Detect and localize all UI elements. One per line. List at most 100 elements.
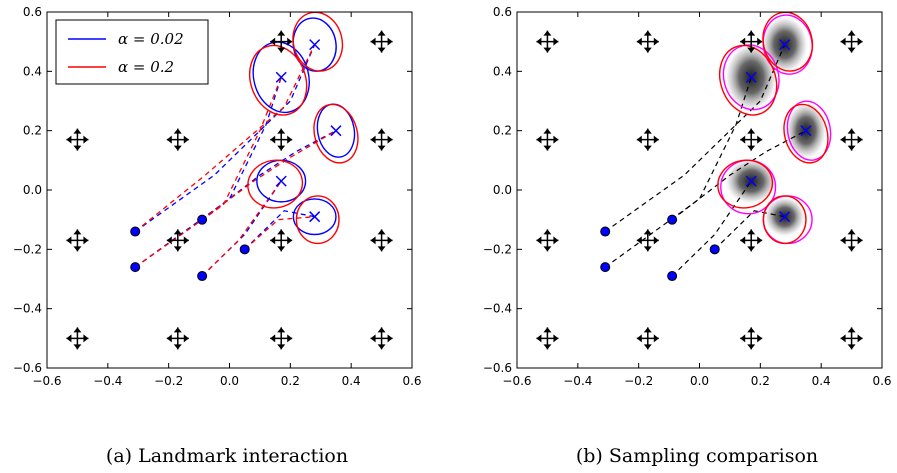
panel-a-landmark-4-heads [66,128,89,151]
panel-b-plot: −0.6 −0.4 −0.2 0.0 0.2 0.4 0.6 −0.6 −0.4 −0.2 0.0 0… [483,5,892,388]
panel-b-landmark-14 [740,327,763,350]
panel-b-landmark-3 [840,30,863,53]
panel-a-legend-label-0: α = 0.02 [118,30,184,48]
panel-b-ellipse-s1-1 [762,12,814,72]
panel-a-landmark-5-heads [166,128,189,151]
panel-b-initial-point-1 [600,262,611,273]
panel-b-target-1 [779,39,791,51]
panel-b-landmark-11-heads [840,229,863,252]
panel-b-landmark-10 [740,229,763,252]
panel-a-initial-point-2 [197,214,208,225]
panel-b-target-3 [745,175,757,187]
panel-b-xtick-label-4: 0.2 [751,374,770,388]
panel-a-landmark-13-heads [166,327,189,350]
panel-b-caption: (b) Sampling comparison [576,445,818,467]
panel-b-ellipse-s0-2 [786,100,832,161]
panel-b-xtick-label-3: 0.0 [690,374,709,388]
panel-a-initial-point-1 [130,262,141,273]
panel-a-landmark-3 [370,30,393,53]
panel-a-ytick-label-6: 0.6 [23,5,42,19]
panel-b-landmark-7 [840,128,863,151]
panel-a-xtick-label-3: 0.0 [220,374,239,388]
panel-b-landmark-2 [740,30,763,53]
panel-a-landmark-2 [270,30,293,53]
panel-b-xtick-label-2: −0.2 [624,374,653,388]
panel-a-ellipse-s1-3 [247,159,304,209]
panel-a-xtick-label-2: −0.2 [154,374,183,388]
panel-b-xtick-label-5: 0.4 [812,374,831,388]
panel-b-ytick-label-3: 0.0 [493,183,512,197]
panel-a-ytick-label-4: 0.2 [23,124,42,138]
panel-b-initial-point-2 [667,214,678,225]
panel-a-landmark-13 [166,327,189,350]
panel-a-initial-point-3 [239,244,250,255]
panel-a-target-3 [275,175,287,187]
panel-b-ellipse-s1-4 [762,195,807,245]
panel-b-landmark-11 [840,229,863,252]
panel-b-path-3 [714,210,785,250]
panel-a-path-s1-2 [201,130,337,221]
panel-b-landmark-1-heads [636,30,659,53]
panel-a-landmark-6 [270,128,293,151]
panel-b-target-4 [779,211,791,223]
panel-b-plot-area [536,12,863,350]
panel-b-ytick-label-2: −0.2 [483,242,512,256]
panel-b-landmark-12 [536,327,559,350]
panel-a-landmark-6-heads [270,128,293,151]
panel-b-xtick-label-1: −0.4 [563,374,592,388]
panel-a-target-1 [309,39,321,51]
panel-a-caption: (a) Landmark interaction [106,445,348,467]
panel-a-landmark-11-heads [370,229,393,252]
panel-a-ellipse-s1-2 [313,103,359,164]
panel-b-path-1 [604,77,752,268]
panel-b-xtick-label-6: 0.6 [872,374,891,388]
panel-a-ellipse-s1-4 [295,195,340,245]
panel-b-landmark-5 [636,128,659,151]
panel-a-legend-box [55,19,209,85]
panel-a-landmark-7-heads [370,128,393,151]
panel-b-ytick-label-0: −0.6 [483,361,512,375]
panel-a-ytick-label-2: −0.2 [13,242,42,256]
panel-a-landmark-15 [370,327,393,350]
panel-a-path-s0-2 [201,130,337,221]
panel-b-landmark-0-heads [536,30,559,53]
panel-a-landmark-9-heads [166,229,189,252]
panel-b-landmark-4-heads [536,128,559,151]
panel-a-xtick-label-6: 0.6 [402,374,421,388]
panel-b: −0.6 −0.4 −0.2 0.0 0.2 0.4 0.6 −0.6 −0.4 −0.2 0.0 0… [483,5,892,467]
panel-a-landmark-10 [270,229,293,252]
panel-a-ellipse-s0-4 [292,198,337,236]
panel-b-initial-point-4 [667,271,678,282]
panel-a-xtick-label-5: 0.4 [342,374,361,388]
panel-a-target-4 [309,211,321,223]
panel-a-path-s0-4 [201,180,282,277]
panel-a-path-s1-1 [134,77,282,268]
panel-b-landmark-0 [536,30,559,53]
panel-b-landmark-9 [636,229,659,252]
panel-b-landmark-5-heads [636,128,659,151]
panel-a-target-0 [275,71,287,83]
panel-a-ellipse-s1-0 [249,44,308,116]
panel-a-path-s1-0 [134,44,316,233]
panel-a-landmark-12-heads [66,327,89,350]
panel-a-path-s0-1 [134,77,282,268]
panel-a-landmark-2-heads [270,30,293,53]
panel-b-landmark-6-heads [740,128,763,151]
panel-a-landmark-14 [270,327,293,350]
panel-a-landmark-9 [166,229,189,252]
panel-b-ytick-label-6: 0.6 [493,5,512,19]
panel-a-landmark-3-heads [370,30,393,53]
panel-b-landmark-6 [740,128,763,151]
panel-a-ytick-label-3: 0.0 [23,183,42,197]
panel-b-ytick-label-4: 0.2 [493,124,512,138]
panel-b-path-0 [604,44,786,233]
panel-b-initial-point-0 [600,226,611,237]
panel-a-xtick-label-1: −0.4 [93,374,122,388]
panel-b-target-0 [745,71,757,83]
panel-a-plot: −0.6 −0.4 −0.2 0.0 0.2 0.4 0.6 −0.6 −0.4 −0.2 0.0 0… [13,5,422,388]
panel-b-axes-frame [516,11,883,369]
panel-a-landmark-11 [370,229,393,252]
panel-a-ytick-label-1: −0.4 [13,302,42,316]
panel-b-landmark-1 [636,30,659,53]
